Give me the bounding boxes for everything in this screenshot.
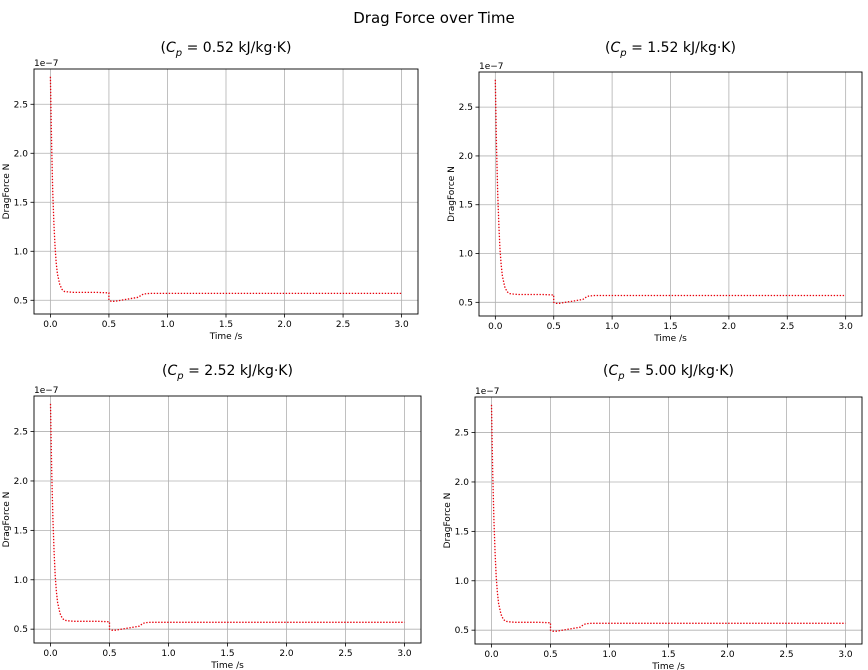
data-series-line-1 (49, 76, 402, 302)
subplot-title-value: = 5.00 kJ/kg·K) (625, 363, 734, 379)
subplot-title-open: ( (605, 40, 610, 56)
chart-panel-3: 0.0 0.5 1.0 1.5 2.0 2.5 3.0 0.5 1.0 1.5 2.0 2.5 1e−7… (2, 363, 422, 670)
y-tick-label: 2.0 (455, 478, 470, 488)
subplot-title-value: = 0.52 kJ/kg·K) (182, 40, 291, 56)
y-tick-label: 0.5 (14, 625, 28, 635)
x-tick-label: 1.5 (661, 650, 675, 660)
x-tick-label: 1.0 (602, 650, 617, 660)
data-series-line-1 (494, 79, 846, 304)
chart-panel-4: 0.0 0.5 1.0 1.5 2.0 2.5 3.0 0.5 1.0 1.5 2.0 2.5 1e−7… (443, 363, 863, 670)
x-tick-label: 2.0 (279, 649, 294, 659)
y-axis-label: DragForce N (447, 166, 457, 222)
figure-title: Drag Force over Time (353, 9, 514, 27)
chart-panel-1: 0.0 0.5 1.0 1.5 2.0 2.5 3.0 0.5 1.0 1.5 2.0 2.5 1e−7… (2, 40, 419, 342)
x-tick-label: 3.0 (397, 649, 412, 659)
x-tick-label: 0.0 (484, 650, 499, 660)
y-tick-label: 1.0 (14, 247, 29, 257)
x-axis-label: Time /s (209, 332, 243, 342)
x-tick-label: 1.5 (219, 320, 233, 330)
subplot-title-symbol: C (609, 363, 619, 379)
y-axis-label: DragForce N (2, 492, 12, 548)
x-tick-label: 0.5 (547, 322, 561, 332)
y-tick-label: 2.0 (459, 152, 474, 162)
y-tick-label: 2.5 (14, 428, 28, 438)
x-tick-label: 1.0 (160, 320, 175, 330)
x-tick-label: 0.0 (43, 649, 58, 659)
subplot-title-symbol: C (168, 363, 178, 379)
y-tick-label: 1.0 (455, 577, 470, 587)
y-tick-label: 2.5 (459, 103, 473, 113)
y-tick-label: 1.5 (459, 201, 473, 211)
subplot-title-value: = 2.52 kJ/kg·K) (184, 363, 293, 379)
y-tick-label: 2.0 (14, 149, 29, 159)
subplot-title-value: = 1.52 kJ/kg·K) (627, 40, 736, 56)
y-axis-label: DragForce N (2, 164, 12, 220)
subplot-title-subscript: p (619, 48, 626, 59)
y-offset-label: 1e−7 (479, 62, 504, 72)
chart-panel-2: 0.0 0.5 1.0 1.5 2.0 2.5 3.0 0.5 1.0 1.5 2.0 2.5 1e−7… (447, 40, 863, 344)
y-tick-label: 1.0 (459, 250, 474, 260)
x-axis-label: Time /s (651, 662, 685, 670)
x-tick-label: 2.0 (277, 320, 292, 330)
subplot-title-symbol: C (611, 40, 621, 56)
subplot-title-open: ( (161, 40, 166, 56)
subplot-title-open: ( (603, 363, 608, 379)
data-series-line-1 (49, 403, 405, 631)
y-axis-label: DragForce N (443, 493, 453, 549)
y-tick-label: 1.5 (455, 527, 469, 537)
y-tick-label: 1.0 (14, 576, 29, 586)
x-tick-label: 1.5 (220, 649, 234, 659)
subplot-title: (Cp = 2.52 kJ/kg·K) (162, 363, 293, 382)
subplot-title-open: ( (162, 363, 167, 379)
x-tick-label: 1.5 (663, 322, 677, 332)
x-tick-label: 3.0 (838, 650, 853, 660)
x-tick-label: 2.5 (780, 322, 794, 332)
x-tick-label: 3.0 (394, 320, 409, 330)
data-series-line-1 (490, 404, 846, 632)
subplot-title: (Cp = 5.00 kJ/kg·K) (603, 363, 734, 382)
y-tick-label: 2.5 (455, 429, 469, 439)
y-offset-label: 1e−7 (34, 386, 59, 396)
x-tick-label: 2.0 (722, 322, 737, 332)
x-tick-label: 0.5 (102, 320, 116, 330)
subplot-title: (Cp = 1.52 kJ/kg·K) (605, 40, 736, 59)
x-tick-label: 1.0 (605, 322, 620, 332)
x-tick-label: 0.0 (43, 320, 58, 330)
subplot-title-symbol: C (166, 40, 176, 56)
x-tick-label: 0.0 (488, 322, 503, 332)
x-tick-label: 2.5 (779, 650, 793, 660)
x-tick-label: 2.5 (338, 649, 352, 659)
x-tick-label: 0.5 (102, 649, 116, 659)
y-tick-label: 1.5 (14, 526, 28, 536)
y-tick-label: 0.5 (455, 626, 469, 636)
y-tick-label: 2.0 (14, 477, 29, 487)
y-offset-label: 1e−7 (34, 59, 59, 69)
subplot-title-subscript: p (175, 48, 182, 59)
y-tick-label: 0.5 (459, 298, 473, 308)
subplot-title-subscript: p (176, 371, 183, 382)
y-tick-label: 0.5 (14, 296, 28, 306)
x-tick-label: 2.5 (336, 320, 350, 330)
x-tick-label: 3.0 (838, 322, 853, 332)
x-tick-label: 0.5 (543, 650, 557, 660)
x-axis-label: Time /s (210, 661, 244, 670)
x-axis-label: Time /s (653, 334, 687, 344)
y-tick-label: 1.5 (14, 198, 28, 208)
subplot-title-subscript: p (617, 371, 624, 382)
y-offset-label: 1e−7 (475, 387, 500, 397)
x-tick-label: 1.0 (161, 649, 176, 659)
subplot-title: (Cp = 0.52 kJ/kg·K) (161, 40, 292, 59)
x-tick-label: 2.0 (720, 650, 735, 660)
y-tick-label: 2.5 (14, 100, 28, 110)
